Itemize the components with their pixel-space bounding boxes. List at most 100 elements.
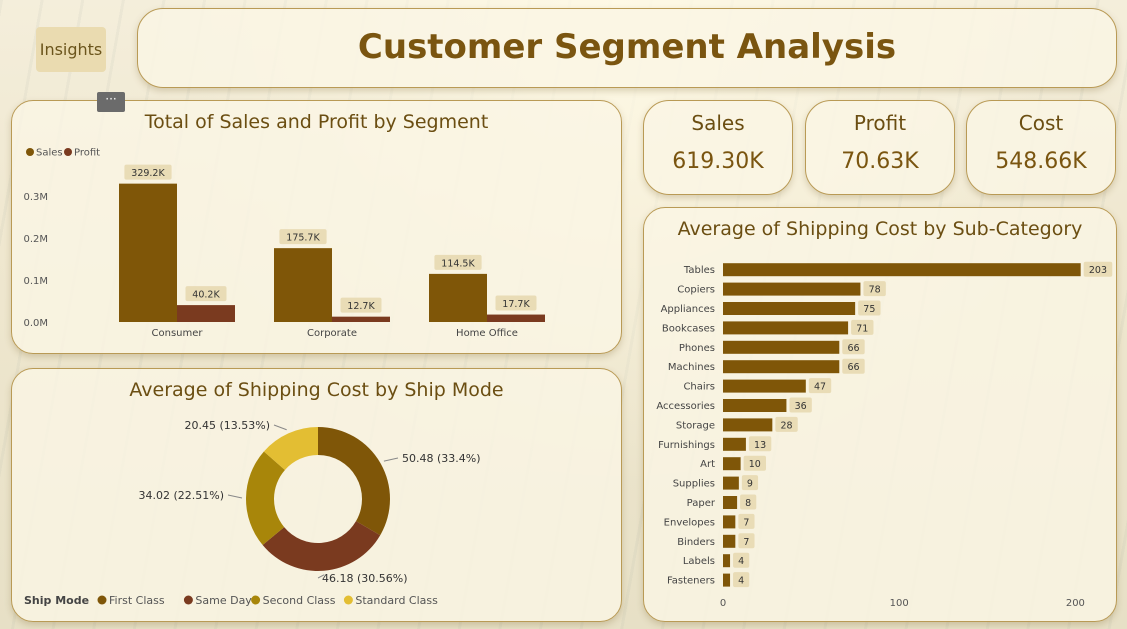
slice-data-label: 50.48 (33.4%)	[402, 452, 481, 465]
y-tick-label: 0.3M	[23, 192, 48, 203]
data-label: 7	[743, 537, 749, 548]
data-label-bg	[185, 286, 227, 302]
insights-button[interactable]: Insights	[36, 27, 106, 72]
donut-slice-standard-class	[263, 427, 318, 470]
y-tick-label: Supplies	[673, 479, 715, 490]
y-tick-label: Appliances	[661, 304, 715, 315]
y-tick-label: Tables	[683, 265, 715, 276]
kpi-label: Profit	[853, 111, 907, 135]
y-tick-label: 0.1M	[23, 276, 48, 287]
data-label-bg	[340, 297, 382, 313]
y-tick-label: Phones	[679, 343, 715, 354]
x-tick-label: 200	[1066, 598, 1085, 609]
data-label-bg	[434, 254, 482, 270]
y-tick-label: Envelopes	[664, 517, 715, 528]
data-label-bg	[740, 494, 757, 510]
x-tick-label: 100	[890, 598, 909, 609]
bar-fasteners	[723, 573, 731, 587]
data-label: 4	[738, 576, 744, 587]
bar-envelopes	[723, 515, 736, 529]
more-options-button[interactable]: ···	[97, 92, 125, 112]
data-label: 75	[863, 304, 875, 315]
y-tick-label: Labels	[683, 556, 715, 567]
kpi-label: Cost	[1018, 111, 1064, 135]
kpi-value: 70.63K	[841, 149, 919, 174]
data-label-bg	[279, 229, 327, 245]
data-label: 66	[847, 343, 859, 354]
data-label-bg	[741, 475, 759, 491]
bar-storage	[723, 418, 773, 432]
y-tick-label: Storage	[676, 420, 715, 431]
legend-marker-sales	[26, 148, 34, 156]
bar-labels	[723, 554, 731, 568]
bar-art	[723, 457, 741, 471]
leader-line	[383, 457, 399, 462]
data-label: 71	[856, 323, 868, 334]
x-tick-label: Consumer	[152, 328, 204, 339]
bar-copiers	[723, 282, 861, 296]
x-tick-label: 0	[720, 598, 726, 609]
kpi-sales-card: Sales 619.30K	[643, 100, 793, 195]
bar-sales-corporate	[274, 248, 332, 322]
y-tick-label: Furnishings	[658, 440, 715, 451]
data-label: 10	[749, 459, 761, 470]
kpi-value: 548.66K	[995, 149, 1087, 174]
data-label-bg	[808, 378, 832, 394]
data-label-bg	[851, 319, 874, 335]
chart-title: Total of Sales and Profit by Segment	[144, 111, 489, 133]
data-label-bg	[789, 397, 812, 413]
y-tick-label: 0.2M	[23, 234, 48, 245]
y-tick-label: Chairs	[683, 382, 715, 393]
data-label: 7	[743, 517, 749, 528]
legend-label: Same Day	[195, 594, 252, 607]
title-banner: Customer Segment Analysis	[137, 8, 1117, 88]
kpi-cost-card: Cost 548.66K	[966, 100, 1116, 195]
y-tick-label: Fasteners	[667, 576, 715, 587]
bar-profit-home-office	[487, 314, 545, 322]
leader-line	[227, 494, 243, 499]
y-tick-label: Art	[700, 459, 715, 470]
x-tick-label: Corporate	[307, 328, 357, 339]
leader-line	[273, 424, 287, 431]
y-tick-label: Copiers	[677, 285, 715, 296]
leader-line	[317, 574, 325, 579]
bar-supplies	[723, 476, 739, 490]
data-label-bg	[733, 552, 750, 568]
ship-mode-donut-chart: 50.48 (33.4%) 46.18 (30.56%) 34.02 (22.51%…	[24, 419, 481, 607]
shipping-cost-by-ship-mode-panel: Average of Shipping Cost by Ship Mode 50…	[11, 368, 622, 622]
y-tick-label: 0.0M	[23, 318, 48, 329]
shipping-cost-by-subcategory-panel: Average of Shipping Cost by Sub-Category…	[643, 207, 1117, 622]
bar-profit-consumer	[177, 305, 235, 322]
data-label-bg	[738, 513, 755, 529]
data-label: 47	[814, 382, 826, 393]
bar-machines	[723, 360, 840, 374]
data-label-bg	[775, 416, 798, 432]
kpi-profit-card: Profit 70.63K	[805, 100, 955, 195]
y-tick-label: Bookcases	[662, 323, 715, 334]
bar-profit-corporate	[332, 316, 390, 322]
bar-sales-home-office	[429, 273, 487, 322]
bar-accessories	[723, 399, 787, 412]
segment-bar-chart: Sales Profit 0.0M 0.1M 0.2M 0.3M 329.2K 40.2K Co…	[23, 148, 545, 339]
data-label: 12.7K	[347, 301, 375, 312]
legend-label-profit: Profit	[74, 148, 100, 159]
kpi-label: Sales	[691, 111, 745, 135]
bar-furnishings	[723, 437, 746, 451]
data-label-bg	[743, 455, 767, 471]
bar-phones	[723, 340, 840, 354]
data-label-bg	[1083, 261, 1113, 277]
data-label: 114.5K	[441, 258, 475, 269]
data-label: 329.2K	[131, 168, 165, 179]
data-label-bg	[858, 300, 881, 316]
chart-title: Average of Shipping Cost by Ship Mode	[129, 379, 504, 401]
data-label-bg	[738, 533, 755, 549]
data-label-bg	[863, 281, 886, 297]
data-label-bg	[748, 436, 772, 452]
x-tick-label: Home Office	[456, 328, 518, 339]
legend-marker	[97, 595, 107, 605]
bar-sales-consumer	[119, 183, 177, 322]
data-label: 28	[780, 420, 792, 431]
sales-profit-by-segment-panel: Total of Sales and Profit by Segment Sal…	[11, 100, 622, 354]
data-label: 17.7K	[502, 299, 530, 310]
